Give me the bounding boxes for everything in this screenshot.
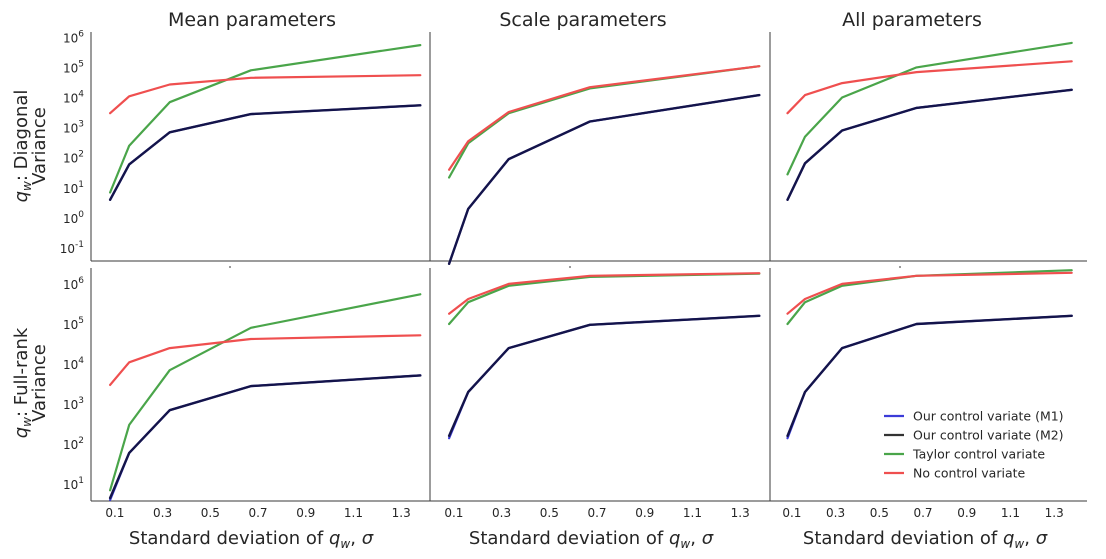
x-tick-label: 0.9 — [957, 506, 976, 520]
legend: Our control variate (M1) Our control vari… — [884, 409, 1064, 481]
x-tick-label: 1.1 — [1001, 506, 1020, 520]
series-line — [788, 90, 1072, 200]
x-tick-label: 0.5 — [870, 506, 889, 520]
series-line — [110, 375, 420, 498]
y-tick-label: 100 — [63, 210, 84, 226]
y-tick-label: 106 — [63, 276, 84, 292]
y-axis-label-line2: Variance — [29, 107, 50, 185]
series-line — [110, 105, 420, 200]
y-tick-label: 102 — [63, 436, 84, 452]
y-tick-label: 104 — [63, 356, 84, 372]
x-axis-label: Standard deviation of qw, σ — [129, 528, 374, 551]
series-line — [788, 270, 1072, 324]
series-line — [788, 273, 1072, 314]
series-line — [449, 66, 759, 170]
series-line — [110, 45, 420, 192]
x-tick-label: 0.7 — [248, 506, 267, 520]
x-tick-label: 1.1 — [683, 506, 702, 520]
legend-label: Our control variate (M1) — [913, 409, 1064, 424]
y-tick-label: 10-1 — [60, 240, 84, 256]
panel-title: All parameters — [842, 9, 982, 31]
x-tick-label: 0.1 — [444, 506, 463, 520]
x-tick-label: 0.5 — [201, 506, 220, 520]
x-tick-label: 0.5 — [540, 506, 559, 520]
series-line — [110, 294, 420, 490]
x-tick-label: 0.3 — [826, 506, 845, 520]
x-tick-label: 1.3 — [1045, 506, 1064, 520]
x-tick-label: 1.3 — [392, 506, 411, 520]
panel-title: Mean parameters — [168, 9, 336, 31]
x-axis-label: Standard deviation of qw, σ — [803, 528, 1048, 551]
y-axis-label-line2: Variance — [29, 344, 50, 422]
series-line — [110, 375, 420, 500]
legend-label: Our control variate (M2) — [913, 428, 1064, 443]
panel-title: Scale parameters — [499, 9, 666, 31]
x-tick-label: 0.3 — [492, 506, 511, 520]
y-tick-label: 106 — [63, 29, 84, 45]
series-line — [449, 316, 759, 438]
series-line — [788, 43, 1072, 175]
legend-label: Taylor control variate — [912, 447, 1045, 462]
x-tick-label: 0.7 — [913, 506, 932, 520]
series-line — [449, 273, 759, 314]
y-tick-label: 103 — [63, 396, 84, 412]
y-tick-label: 103 — [63, 120, 84, 136]
legend-label: No control variate — [913, 466, 1026, 481]
y-tick-label: 104 — [63, 90, 84, 106]
x-tick-label: 0.9 — [635, 506, 654, 520]
series-line — [449, 316, 759, 436]
y-tick-label: 101 — [63, 180, 84, 196]
y-tick-label: 102 — [63, 150, 84, 166]
series-line — [110, 105, 420, 200]
x-tick-label: 0.3 — [153, 506, 172, 520]
x-tick-label: 0.1 — [105, 506, 124, 520]
x-tick-label: 0.1 — [782, 506, 801, 520]
series-line — [449, 274, 759, 324]
y-tick-label: 105 — [63, 316, 84, 332]
y-tick-label: 105 — [63, 59, 84, 75]
x-tick-label: 1.3 — [731, 506, 750, 520]
x-axis-label: Standard deviation of qw, σ — [469, 528, 714, 551]
y-tick-label: 101 — [63, 476, 84, 492]
x-tick-label: 0.7 — [587, 506, 606, 520]
x-tick-label: 0.9 — [296, 506, 315, 520]
x-tick-label: 1.1 — [344, 506, 363, 520]
